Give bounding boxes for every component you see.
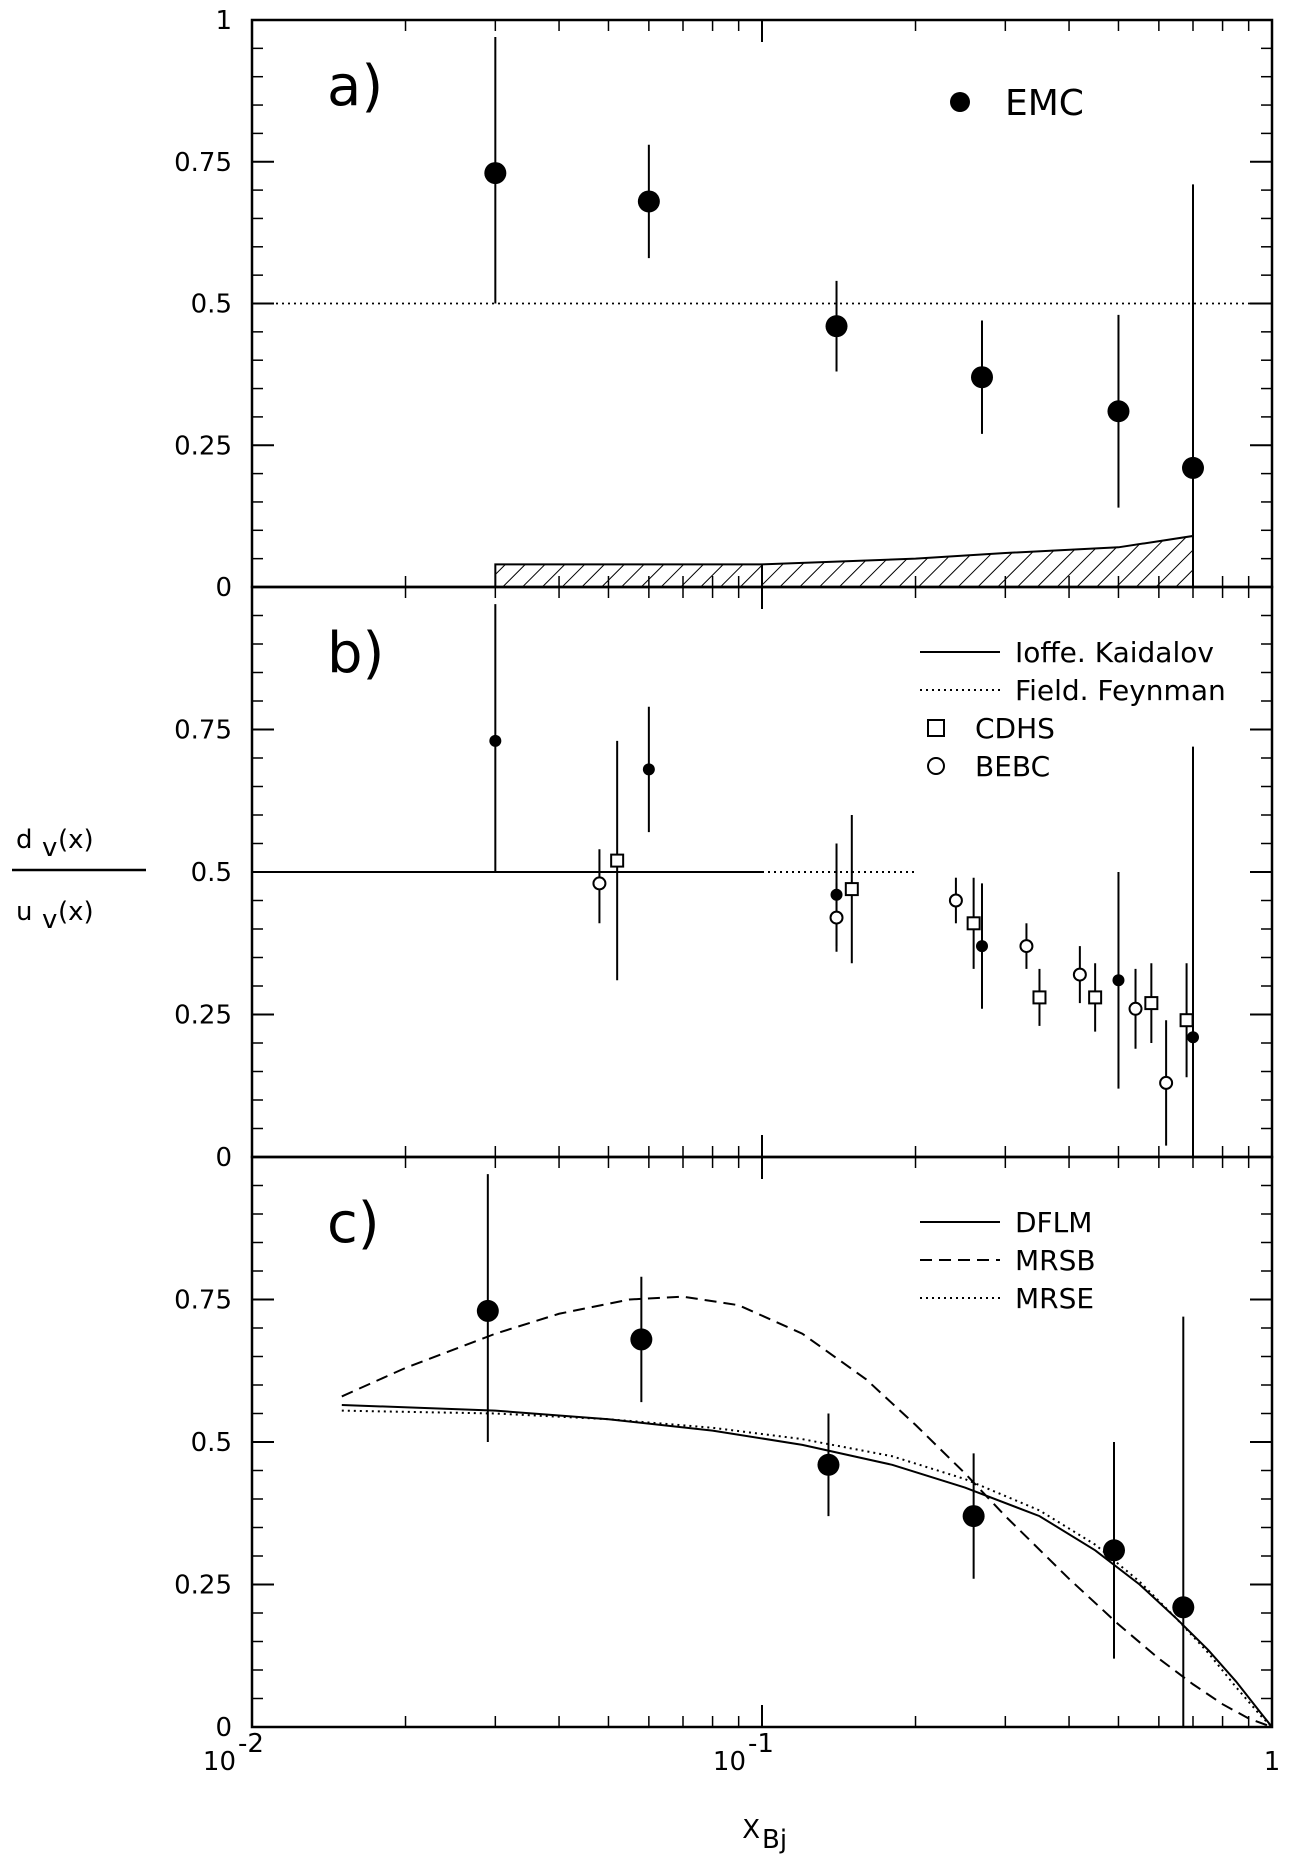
y-tick-label: 0.5 bbox=[191, 858, 232, 888]
data-point-cdhs bbox=[844, 882, 859, 897]
y-tick-label: 1 bbox=[215, 6, 232, 36]
panel-a: 0 0.25 0.5 0.75 1 a) EMC bbox=[174, 6, 1274, 603]
data-point-cdhs bbox=[1088, 990, 1103, 1005]
legend-emc-marker bbox=[950, 92, 970, 112]
curve-mrsb bbox=[341, 1295, 1273, 1728]
y-tick-label: 0.5 bbox=[191, 290, 232, 320]
data-point-emc bbox=[970, 366, 993, 389]
y-tick-label: 0.75 bbox=[174, 148, 232, 178]
data-point-emc bbox=[962, 1505, 985, 1528]
y-label-denominator-subscript: v bbox=[42, 905, 57, 935]
legend-entry-label: CDHS bbox=[975, 712, 1055, 745]
x-tick-exponent: -1 bbox=[748, 1729, 774, 1759]
y-label-numerator-letter: d bbox=[16, 825, 33, 855]
data-point-bebc bbox=[1019, 939, 1034, 954]
data-point-emc bbox=[817, 1453, 840, 1476]
data-point-emc bbox=[1187, 1031, 1199, 1044]
legend-entry-label: DFLM bbox=[1015, 1206, 1092, 1239]
data-point-emc bbox=[1112, 974, 1125, 987]
y-tick-label: 0.25 bbox=[174, 431, 232, 461]
y-label-numerator-subscript: v bbox=[42, 833, 57, 863]
data-point-cdhs bbox=[610, 853, 625, 868]
legend-entry-label: Field. Feynman bbox=[1015, 674, 1226, 707]
data-point-emc bbox=[1107, 400, 1130, 423]
data-point-emc bbox=[1172, 1596, 1195, 1619]
y-tick-label: 0.75 bbox=[174, 716, 232, 746]
x-tick-exponent: -2 bbox=[238, 1729, 264, 1759]
y-tick-label: 0 bbox=[215, 573, 232, 603]
data-point-bebc bbox=[948, 893, 963, 908]
panel-c: 0 0.25 0.5 0.75 c) DFLM MRSB MRSE bbox=[174, 1155, 1274, 1743]
data-point-emc bbox=[489, 734, 502, 747]
data-point-emc bbox=[642, 763, 655, 776]
x-axis-label: X bbox=[742, 1815, 760, 1845]
y-label-denominator-letter: u bbox=[16, 897, 32, 927]
legend-entry-label: BEBC bbox=[975, 750, 1050, 783]
data-point-emc bbox=[476, 1299, 499, 1322]
legend-entry-label: MRSE bbox=[1015, 1282, 1094, 1315]
panel-label: a) bbox=[327, 54, 383, 119]
systematic-error-band bbox=[494, 534, 1194, 588]
data-point-cdhs bbox=[1179, 1013, 1194, 1028]
legend-entry-label: MRSB bbox=[1015, 1244, 1096, 1277]
y-tick-label: 0.25 bbox=[174, 1571, 232, 1601]
data-point-emc bbox=[637, 190, 660, 213]
legend-symbol bbox=[927, 757, 945, 775]
y-tick-label: 0 bbox=[215, 1143, 232, 1173]
data-point-cdhs bbox=[966, 916, 981, 931]
data-point-emc bbox=[484, 162, 507, 185]
data-point-bebc bbox=[1159, 1075, 1174, 1090]
data-point-emc bbox=[630, 1328, 653, 1351]
y-tick-label: 0 bbox=[215, 1713, 232, 1743]
data-point-cdhs bbox=[1032, 990, 1047, 1005]
data-point-emc bbox=[825, 315, 848, 338]
data-point-bebc bbox=[1128, 1001, 1143, 1016]
curve-mrse bbox=[341, 1409, 1273, 1728]
legend-emc-label: EMC bbox=[1005, 83, 1084, 124]
panel-label: b) bbox=[327, 621, 384, 686]
x-axis-label-subscript: Bj bbox=[762, 1825, 787, 1855]
data-point-bebc bbox=[829, 910, 844, 925]
y-tick-label: 0.75 bbox=[174, 1286, 232, 1316]
x-tick-label: 10 bbox=[203, 1747, 236, 1777]
panel-b: 0 0.25 0.5 0.75 b) Ioffe. Kaidalov Field. Feyn… bbox=[174, 585, 1274, 1173]
curve-dflm bbox=[341, 1403, 1273, 1728]
y-label-numerator-argument: (x) bbox=[58, 825, 94, 855]
data-point-cdhs bbox=[1144, 996, 1159, 1011]
data-point-emc bbox=[1182, 456, 1204, 479]
x-tick-label: 1 bbox=[1264, 1747, 1281, 1777]
data-point-emc bbox=[1103, 1539, 1125, 1562]
y-tick-label: 0.5 bbox=[191, 1428, 232, 1458]
data-point-bebc bbox=[592, 876, 607, 891]
legend-symbol bbox=[927, 719, 945, 737]
y-label-denominator-argument: (x) bbox=[58, 897, 94, 927]
panel-frame bbox=[250, 1155, 1274, 1729]
panel-label: c) bbox=[327, 1191, 380, 1256]
data-point-bebc bbox=[1072, 967, 1087, 982]
x-tick-label: 10 bbox=[713, 1747, 746, 1777]
data-point-emc bbox=[975, 940, 988, 953]
legend-entry-label: Ioffe. Kaidalov bbox=[1015, 636, 1214, 669]
y-tick-label: 0.25 bbox=[174, 1001, 232, 1031]
